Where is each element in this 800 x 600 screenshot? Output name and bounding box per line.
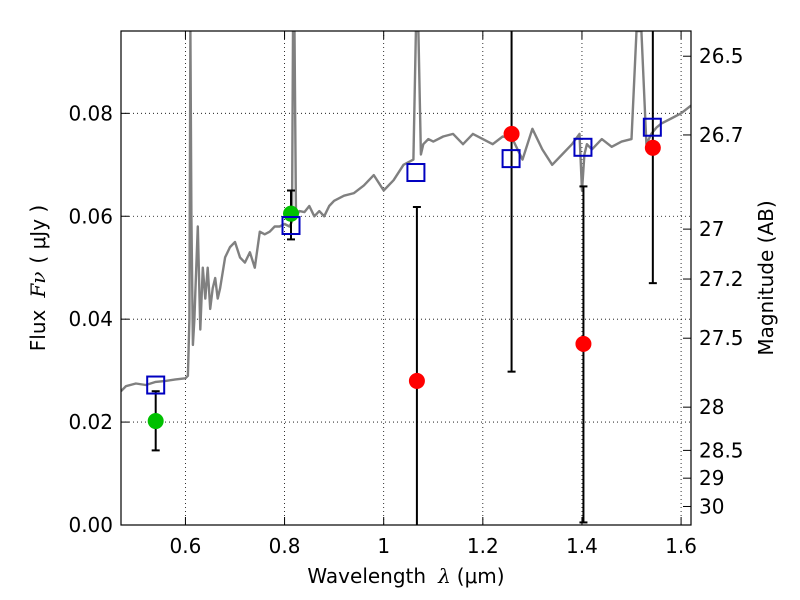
model-square <box>146 375 166 395</box>
x-axis-label-unit: (μm) <box>457 564 505 588</box>
y-tick-label: 0.02 <box>68 410 113 434</box>
x-tick-label: 1.4 <box>566 534 598 558</box>
x-tick-label: 1.2 <box>467 534 499 558</box>
red-point <box>408 372 425 389</box>
x-axis: 0.6 0.8 1 1.2 1.4 1.6 <box>170 31 697 558</box>
y-tick-label: 0.08 <box>68 101 113 125</box>
right-tick-label: 27.5 <box>699 326 744 350</box>
right-tick-label: 29 <box>699 466 724 490</box>
green-point <box>147 413 164 430</box>
model-square <box>573 137 593 157</box>
right-tick-label: 26.5 <box>699 44 744 68</box>
plot-frame <box>120 30 692 526</box>
red-point <box>503 125 520 142</box>
y-axis-label: Flux Fν ( μJy ) <box>26 205 50 351</box>
x-tick-label: 0.8 <box>269 534 301 558</box>
right-tick-label: 27.2 <box>699 267 744 291</box>
right-tick-label: 28 <box>699 395 724 419</box>
x-axis-label-prefix: Wavelength <box>307 564 426 588</box>
plot-area <box>121 31 691 393</box>
model-square <box>501 149 521 169</box>
right-tick-label: 30 <box>699 494 724 518</box>
y-axis: 0.00 0.02 0.04 0.06 0.08 <box>68 101 129 537</box>
right-axis: 26.5 26.7 27 27.2 27.5 28 28.5 29 30 <box>683 44 744 518</box>
x-tick-label: 0.6 <box>170 534 202 558</box>
y-tick-label: 0.00 <box>68 513 113 537</box>
x-axis-label-symbol: λ <box>437 564 451 588</box>
y-axis-label-prefix: Flux <box>26 309 50 351</box>
y-tick-label: 0.04 <box>68 307 113 331</box>
right-tick-label: 27 <box>699 217 724 241</box>
x-axis-label: Wavelength λ (μm) <box>307 564 504 588</box>
y-axis-label-symbol: Fν <box>26 272 50 299</box>
y-tick-label: 0.06 <box>68 204 113 228</box>
error-bars <box>151 31 657 525</box>
red-point <box>644 139 661 156</box>
green-point <box>283 205 300 222</box>
right-tick-label: 28.5 <box>699 438 744 462</box>
model-square <box>642 117 662 137</box>
x-tick-label: 1 <box>377 534 390 558</box>
spectrum-line <box>121 31 691 393</box>
model-square <box>281 216 301 236</box>
grid <box>121 31 691 525</box>
right-tick-label: 26.7 <box>699 123 744 147</box>
red-point <box>575 335 592 352</box>
right-axis-label: Magnitude (AB) <box>754 200 778 355</box>
x-tick-label: 1.6 <box>665 534 697 558</box>
markers <box>146 117 662 430</box>
model-square <box>406 163 426 183</box>
y-axis-label-unit: ( μJy ) <box>26 205 50 264</box>
